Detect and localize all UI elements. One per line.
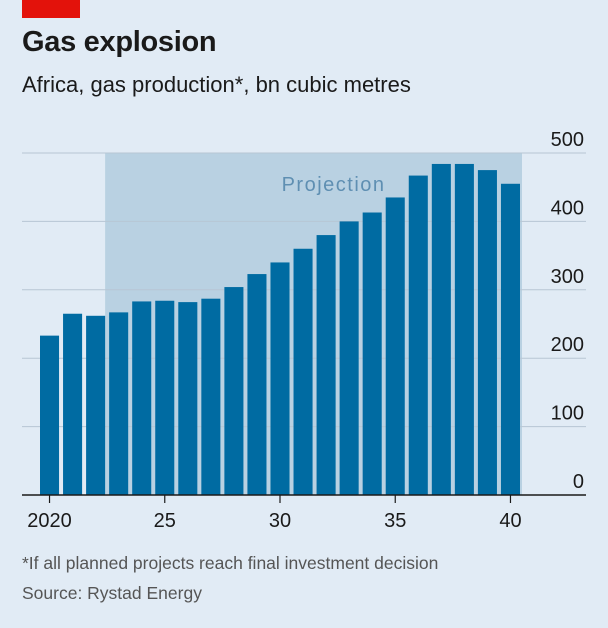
y-tick-label: 500 <box>551 129 584 151</box>
x-tick-label: 35 <box>384 510 406 532</box>
bar <box>132 301 152 495</box>
projection-label: Projection <box>282 174 386 196</box>
source-note: Source: Rystad Energy <box>22 583 202 603</box>
bar <box>408 175 428 495</box>
bar <box>431 163 451 495</box>
projection-band <box>105 153 523 495</box>
bar-chart: Projection 0 100 200 300 400 500 2020 25 30 35 40 <box>22 129 586 532</box>
bar <box>477 170 497 495</box>
bar <box>40 335 60 495</box>
x-tick-label: 30 <box>269 510 291 532</box>
bar <box>316 235 336 495</box>
bar <box>454 163 474 495</box>
footnote: *If all planned projects reach final inv… <box>22 553 439 573</box>
x-tick-label: 40 <box>499 510 521 532</box>
bar <box>247 274 267 495</box>
bar <box>201 298 221 495</box>
y-tick-label: 100 <box>551 403 584 425</box>
x-tick-label: 25 <box>154 510 176 532</box>
bar <box>293 248 313 495</box>
bar <box>109 312 129 495</box>
y-tick-label: 400 <box>551 197 584 219</box>
bar <box>362 212 382 495</box>
y-tick-label: 300 <box>551 266 584 288</box>
y-tick-label: 0 <box>573 471 584 493</box>
bar <box>155 300 175 495</box>
bar <box>86 315 106 495</box>
bar <box>270 262 290 495</box>
bar <box>500 183 520 495</box>
bar <box>178 302 198 495</box>
bar <box>224 287 244 495</box>
bar <box>63 313 83 495</box>
chart-subtitle: Africa, gas production*, bn cubic metres <box>22 72 411 97</box>
brand-tab <box>22 0 80 18</box>
chart-title: Gas explosion <box>22 26 217 58</box>
bar <box>385 197 405 495</box>
y-tick-label: 200 <box>551 334 584 356</box>
bar <box>339 221 359 495</box>
x-tick-label: 2020 <box>27 510 72 532</box>
